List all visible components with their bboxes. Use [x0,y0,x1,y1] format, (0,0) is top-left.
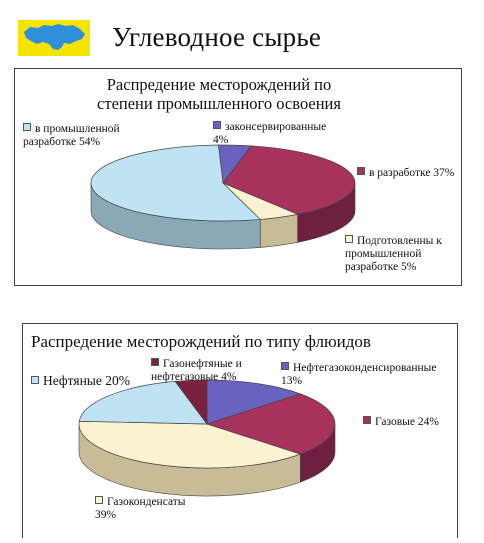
legend-marker [345,235,353,243]
pie-tops [78,379,336,469]
legend-label-gas: Газовые 24% [363,416,439,429]
legend-label-oil: Нефтяные 20% [31,374,130,387]
pie-slice [222,145,356,215]
legend-label-in-industrial-development: в промышленной разработке 54% [23,123,120,148]
legend-label-oil-gas-condensate: Нефтегазоконденсированные 13% [281,362,437,387]
legend-label-in-development: в разработке 37% [357,167,454,180]
pie-slice [90,144,262,222]
legend-marker [23,123,31,131]
legend-marker [213,121,221,129]
legend-marker [151,358,159,366]
ukraine-map-icon [18,20,90,56]
legend-label-mothballed: законсервированные 4% [213,121,327,146]
pie-slice [78,381,208,425]
legend-label-gas-condensate: Газоконденсаты 39% [95,496,186,521]
pie-slice [174,379,208,426]
pie-sides [90,182,356,250]
page-header: Углеводное сырье [18,14,468,58]
pie-tops [90,144,356,222]
chart-panel-fluid-type: Распредение месторождений по типу флюидо… [22,323,458,538]
pie-chart-fluid-type [78,379,336,497]
legend-marker [95,496,103,504]
chart-panel-development: Распредение месторождений по степени про… [14,68,462,286]
pie-slice [206,379,302,425]
legend-label-prepared: Подготовленны к промышленной разработке … [345,235,442,273]
chart-title: Распредение месторождений по степени про… [97,75,341,113]
pie-slice [205,393,336,455]
pie-slice-side [259,213,298,248]
legend-label-gas-oil: Газонефтяные и нефтегазовые 4% [151,358,242,383]
pie-chart-development [90,144,356,250]
pie-slice [78,420,302,469]
legend-marker [31,376,39,384]
page-title: Углеводное сырье [112,22,322,52]
legend-marker [281,362,289,370]
legend-marker [357,167,365,175]
legend-marker [363,416,371,424]
chart-title: Распредение месторождений по типу флюидо… [31,332,371,351]
